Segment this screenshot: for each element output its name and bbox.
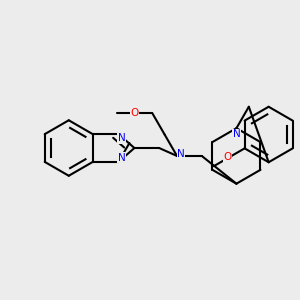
- Text: N: N: [118, 153, 125, 163]
- Text: N: N: [118, 133, 125, 143]
- Text: N: N: [232, 129, 240, 139]
- Text: O: O: [223, 152, 231, 162]
- Text: O: O: [130, 108, 139, 118]
- Text: N: N: [177, 149, 185, 159]
